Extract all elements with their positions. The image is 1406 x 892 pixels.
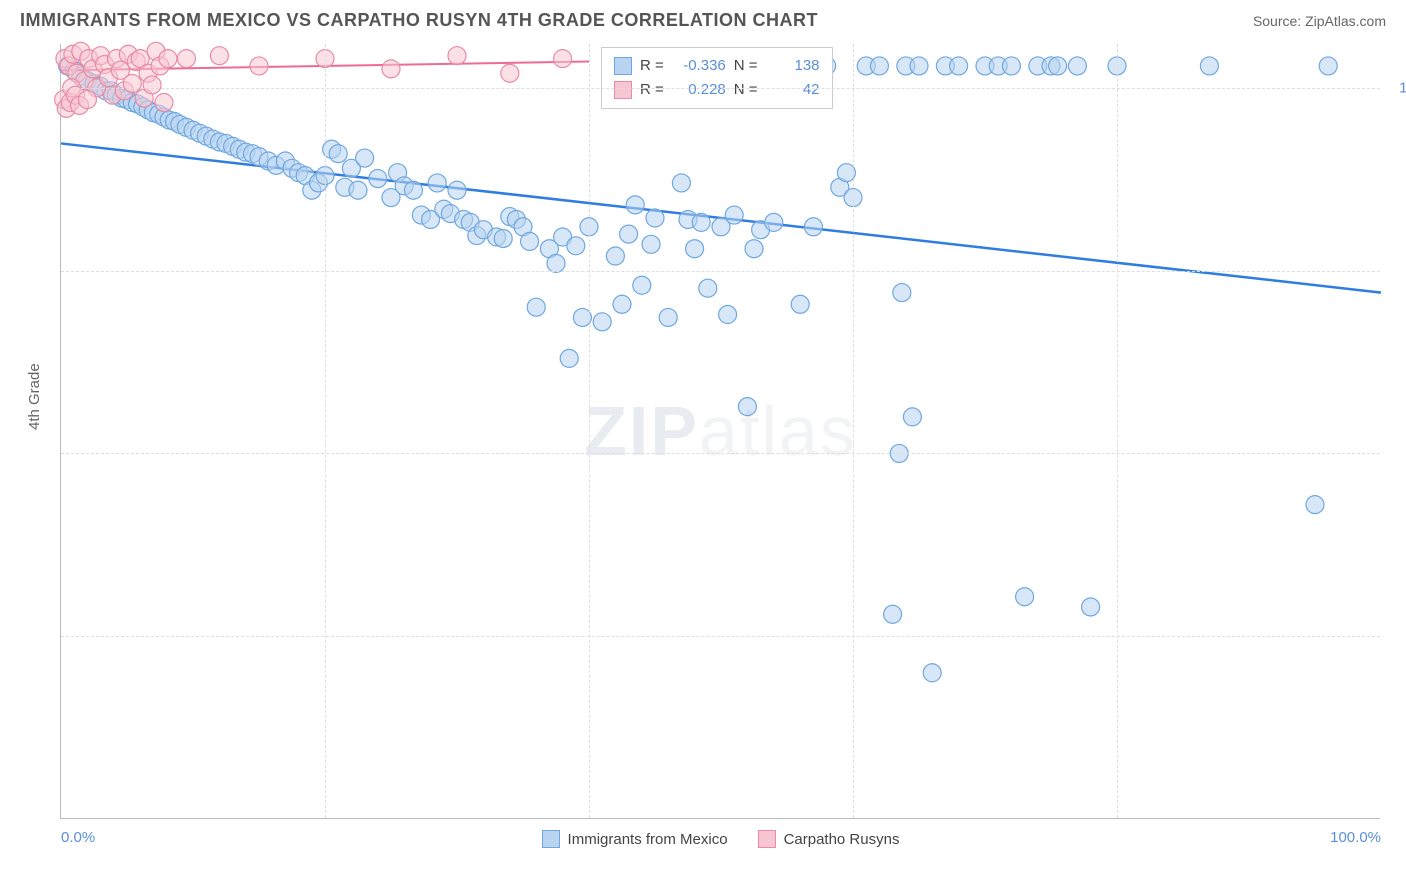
n-value: 138 [766,54,820,78]
data-point-rusyn [250,57,268,75]
data-point-mexico [626,196,644,214]
data-point-mexico [593,313,611,331]
data-point-mexico [560,349,578,367]
data-point-mexico [349,181,367,199]
data-point-mexico [613,295,631,313]
data-point-mexico [567,237,585,255]
data-point-mexico [672,174,690,192]
series-legend: Immigrants from Mexico Carpatho Rusyns [61,830,1380,848]
data-point-mexico [369,170,387,188]
n-label: N = [734,78,758,102]
r-value: 0.228 [672,78,726,102]
data-point-mexico [448,181,466,199]
data-point-mexico [1068,57,1086,75]
legend-row-rusyn: R = 0.228 N = 42 [614,78,820,102]
gridline-h [61,88,1380,89]
swatch-pink-icon [758,830,776,848]
ytick-label: 62.5% [1390,628,1406,645]
n-label: N = [734,54,758,78]
data-point-mexico [1306,496,1324,514]
data-point-mexico [527,298,545,316]
r-value: -0.336 [672,54,726,78]
swatch-blue-icon [614,57,632,75]
data-point-mexico [1049,57,1067,75]
data-point-rusyn [448,47,466,65]
data-point-mexico [923,664,941,682]
source-label: Source: ZipAtlas.com [1253,13,1386,29]
data-point-mexico [791,295,809,313]
chart-title: IMMIGRANTS FROM MEXICO VS CARPATHO RUSYN… [20,10,818,31]
chart-area: R = -0.336 N = 138 R = 0.228 N = 42 Immi… [60,44,1380,819]
data-point-mexico [659,308,677,326]
gridline-h [61,271,1380,272]
gridline-v [589,44,590,818]
data-point-rusyn [554,50,572,68]
legend-label: Carpatho Rusyns [784,831,900,848]
data-point-mexico [428,174,446,192]
legend-label: Immigrants from Mexico [568,831,728,848]
data-point-mexico [699,279,717,297]
gridline-v [325,44,326,818]
data-point-mexico [404,181,422,199]
data-point-mexico [642,235,660,253]
xtick-label: 0.0% [61,829,95,846]
legend-row-mexico: R = -0.336 N = 138 [614,54,820,78]
data-point-mexico [884,605,902,623]
data-point-mexico [745,240,763,258]
data-point-rusyn [78,91,96,109]
data-point-mexico [738,398,756,416]
data-point-rusyn [143,76,161,94]
data-point-mexico [494,229,512,247]
scatter-plot [61,44,1380,818]
data-point-mexico [1002,57,1020,75]
data-point-mexico [547,254,565,272]
data-point-rusyn [123,74,141,92]
data-point-mexico [870,57,888,75]
gridline-v [853,44,854,818]
data-point-rusyn [501,64,519,82]
data-point-mexico [1082,598,1100,616]
data-point-mexico [910,57,928,75]
data-point-mexico [893,284,911,302]
data-point-mexico [620,225,638,243]
data-point-mexico [719,306,737,324]
data-point-rusyn [382,60,400,78]
data-point-mexico [606,247,624,265]
gridline-v [1117,44,1118,818]
data-point-mexico [804,218,822,236]
swatch-blue-icon [542,830,560,848]
data-point-mexico [950,57,968,75]
data-point-rusyn [155,93,173,111]
data-point-mexico [1319,57,1337,75]
gridline-h [61,453,1380,454]
legend-item-rusyn: Carpatho Rusyns [758,830,900,848]
data-point-mexico [633,276,651,294]
data-point-mexico [1016,588,1034,606]
swatch-pink-icon [614,81,632,99]
n-value: 42 [766,78,820,102]
y-axis-label: 4th Grade [26,363,43,430]
xtick-label: 100.0% [1330,829,1381,846]
r-label: R = [640,78,664,102]
data-point-rusyn [159,50,177,68]
data-point-mexico [329,145,347,163]
data-point-mexico [686,240,704,258]
correlation-legend: R = -0.336 N = 138 R = 0.228 N = 42 [601,47,833,109]
r-label: R = [640,54,664,78]
data-point-mexico [646,209,664,227]
ytick-label: 100.0% [1390,79,1406,96]
data-point-mexico [765,213,783,231]
ytick-label: 75.0% [1390,445,1406,462]
data-point-rusyn [210,47,228,65]
data-point-rusyn [177,50,195,68]
data-point-mexico [725,206,743,224]
data-point-mexico [356,149,374,167]
data-point-mexico [521,232,539,250]
legend-item-mexico: Immigrants from Mexico [542,830,728,848]
data-point-mexico [692,213,710,231]
gridline-h [61,636,1380,637]
ytick-label: 87.5% [1390,262,1406,279]
data-point-mexico [903,408,921,426]
data-point-mexico [1200,57,1218,75]
